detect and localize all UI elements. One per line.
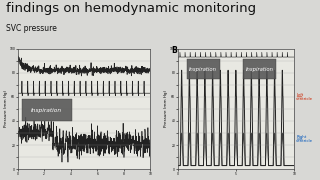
Text: Left
ventricle: Left ventricle [296, 93, 313, 101]
Y-axis label: Pressure (mm Hg): Pressure (mm Hg) [4, 90, 8, 127]
FancyBboxPatch shape [21, 99, 72, 121]
Text: Inspiration: Inspiration [245, 67, 273, 72]
Text: B: B [171, 46, 177, 55]
FancyBboxPatch shape [187, 59, 220, 79]
Text: Inspiration: Inspiration [189, 67, 217, 72]
Text: Right
ventricle: Right ventricle [296, 135, 313, 143]
Text: Inspiration: Inspiration [31, 108, 62, 113]
Text: SVC pressure: SVC pressure [6, 24, 57, 33]
FancyBboxPatch shape [243, 59, 276, 79]
Y-axis label: Pressure (mm Hg): Pressure (mm Hg) [164, 90, 168, 127]
Text: findings on hemodynamic monitoring: findings on hemodynamic monitoring [6, 2, 257, 15]
